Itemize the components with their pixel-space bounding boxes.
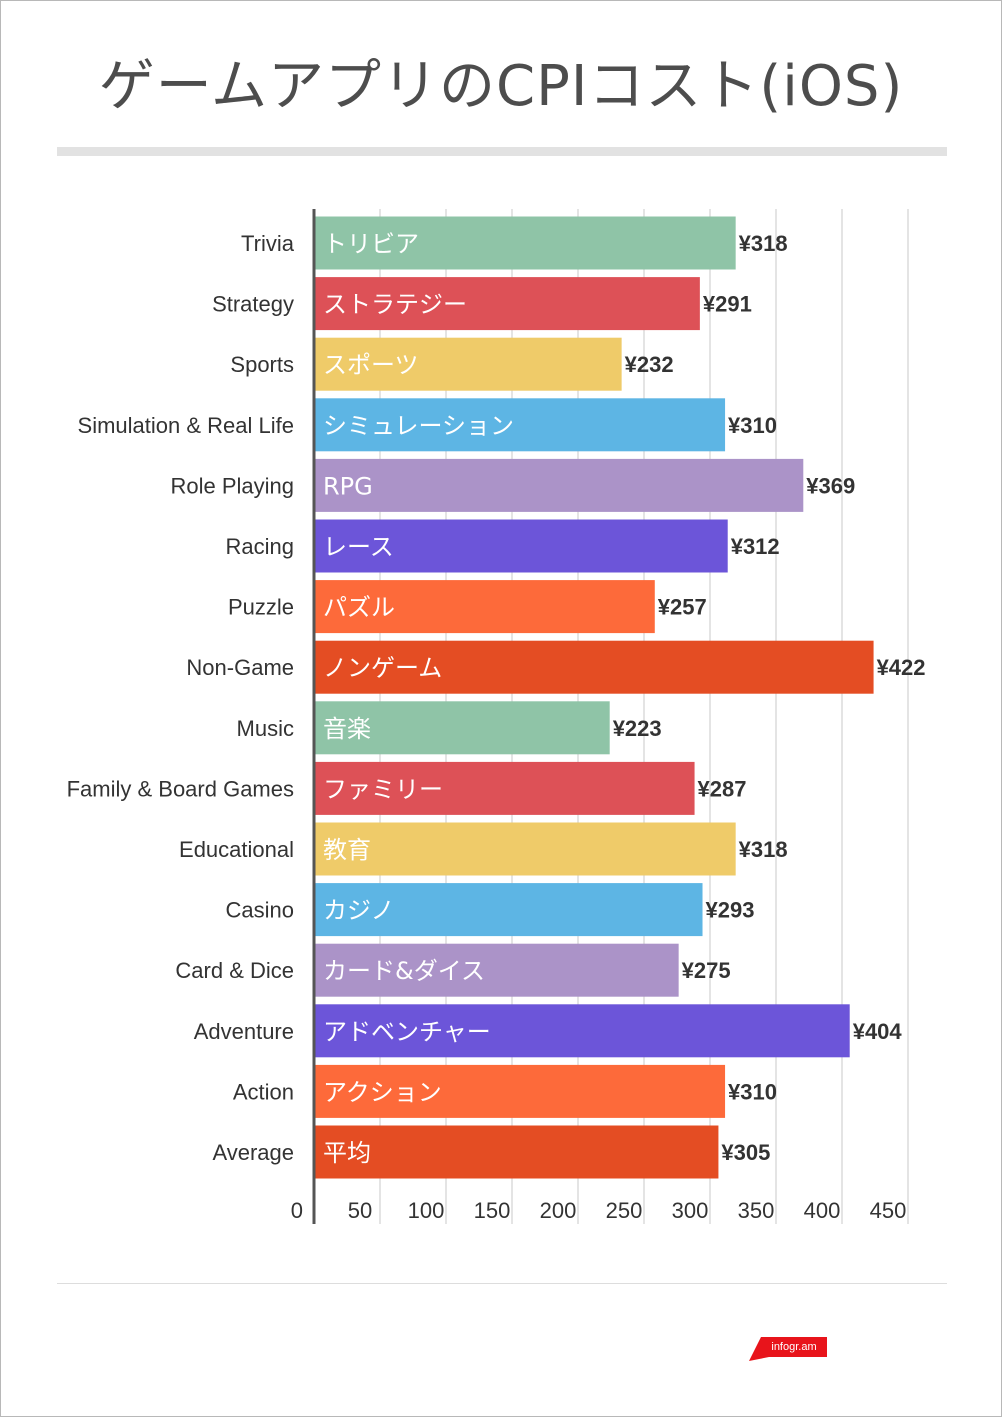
bar-action [314,1064,726,1118]
category-label-family-board-games: Family & Board Games [67,776,294,801]
category-label-action: Action [233,1079,294,1104]
bar-puzzle [314,580,655,634]
value-label-educational: ¥318 [739,837,788,862]
bar-card-dice [314,943,679,997]
x-axis-ticks: 0 50 100 150 200 250 300 350 400 450 [291,1198,907,1223]
x-tick-label-150: 150 [474,1198,511,1223]
category-label-racing: Racing [226,534,294,559]
category-label-casino: Casino [226,898,294,923]
value-label-average: ¥305 [721,1140,770,1165]
bar-educational [314,822,736,876]
bar-sports [314,337,622,391]
x-tick-label-100: 100 [408,1198,445,1223]
value-label-racing: ¥312 [731,534,780,559]
x-tick-label-200: 200 [540,1198,577,1223]
bar-label-average: 平均 [323,1139,371,1167]
chart-title: ゲームアプリのCPIコスト(iOS) [98,54,904,119]
logo-text: infogr.am [771,1341,817,1353]
bar-adventure [314,1004,850,1058]
x-tick-label-400: 400 [804,1198,841,1223]
value-label-simulation-real-life: ¥310 [728,413,777,438]
value-label-action: ¥310 [728,1079,777,1104]
bar-non-game [314,640,874,694]
bar-label-trivia: トリビア [323,230,419,258]
bar-label-racing: レース [323,533,394,561]
value-label-adventure: ¥404 [853,1019,903,1044]
bar-simulation-real-life [314,398,726,452]
footer-divider [57,1283,947,1284]
value-label-sports: ¥232 [625,352,674,377]
bar-trivia [314,216,736,270]
bar-label-simulation-real-life: シミュレーション [323,412,514,440]
x-tick-label-50: 50 [348,1198,372,1223]
value-label-trivia: ¥318 [739,231,788,256]
category-labels: Trivia Strategy Sports Simulation & Real Li… [67,231,295,1165]
bar-label-action: アクション [323,1078,442,1106]
bar-strategy [314,277,700,331]
x-tick-label-250: 250 [606,1198,643,1223]
value-label-music: ¥223 [613,716,662,741]
value-label-puzzle: ¥257 [658,595,707,620]
value-label-casino: ¥293 [706,898,755,923]
bar-label-strategy: ストラテジー [323,291,467,319]
bar-label-casino: カジノ [323,897,395,925]
value-label-non-game: ¥422 [877,655,926,680]
x-tick-label-300: 300 [672,1198,709,1223]
value-label-family-board-games: ¥287 [698,776,747,801]
logo-badge [749,1337,827,1361]
bar-family-board-games [314,761,695,815]
bar-casino [314,883,703,937]
bar-label-family-board-games: ファミリー [323,775,443,803]
bar-label-educational: 教育 [323,836,371,864]
bar-label-puzzle: パズル [323,594,395,622]
bar-label-card-dice: カード&ダイス [323,957,485,985]
x-tick-label-450: 450 [870,1198,907,1223]
category-label-simulation-real-life: Simulation & Real Life [78,413,294,438]
value-label-strategy: ¥291 [703,292,752,317]
category-label-puzzle: Puzzle [228,595,294,620]
bar-label-sports: スポーツ [323,351,419,379]
category-label-non-game: Non-Game [186,655,294,680]
bar-label-role-playing: RPG [323,472,373,500]
category-label-average: Average [212,1140,294,1165]
value-label-card-dice: ¥275 [682,958,731,983]
category-label-role-playing: Role Playing [170,473,294,498]
category-label-sports: Sports [230,352,294,377]
category-label-music: Music [237,716,294,741]
category-label-adventure: Adventure [194,1019,294,1044]
category-label-educational: Educational [179,837,294,862]
bar-racing [314,519,728,573]
bar-label-adventure: アドベンチャー [323,1018,491,1046]
category-label-trivia: Trivia [241,231,295,256]
bar-music [314,701,610,755]
bar-label-non-game: ノンゲーム [323,654,442,682]
bar-role-playing [314,458,804,512]
category-label-card-dice: Card & Dice [175,958,294,983]
infogram-logo[interactable] [749,1335,827,1363]
title-divider [57,147,947,156]
bar-average [314,1125,719,1179]
value-label-role-playing: ¥369 [806,473,855,498]
value-labels: ¥318 ¥291 ¥232 ¥310 ¥369 ¥312 ¥257 ¥422 ¥223 ¥287… [613,231,926,1165]
bar-label-music: 音楽 [323,715,371,743]
x-tick-label-350: 350 [738,1198,775,1223]
category-label-strategy: Strategy [212,292,294,317]
x-tick-label-0: 0 [291,1198,303,1223]
